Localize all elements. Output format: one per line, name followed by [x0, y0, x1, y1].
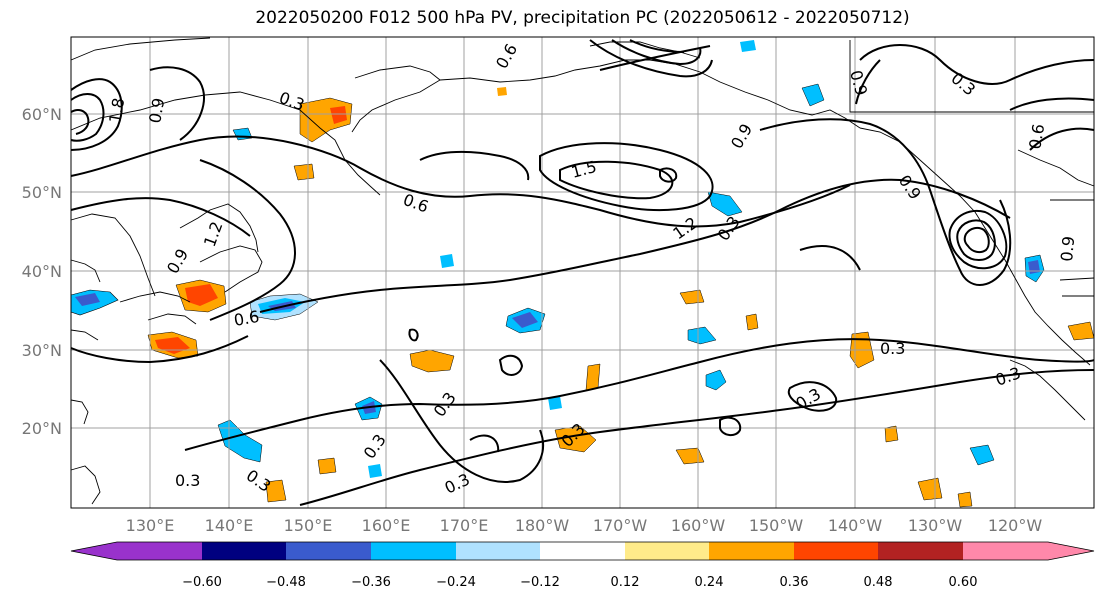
graticule	[71, 37, 1094, 508]
lon-label: 180°W	[515, 516, 570, 535]
colorbar-segment	[709, 542, 794, 560]
map-frame	[70, 36, 1095, 509]
colorbar-outline	[70, 541, 1095, 561]
colorbar-segment	[794, 542, 878, 560]
lon-label: 130°E	[126, 516, 175, 535]
lon-label: 120°W	[988, 516, 1043, 535]
lon-label: 170°E	[440, 516, 489, 535]
colorbar-segments	[71, 542, 1094, 560]
contour-label: 0.9	[1057, 235, 1078, 262]
colorbar-tick-label: 0.60	[949, 575, 978, 590]
lat-label-60n: 60°N	[22, 105, 62, 124]
map-title: 2022050200 F012 500 hPa PV, precipitatio…	[255, 8, 910, 28]
colorbar-tick-label: −0.60	[182, 575, 222, 590]
lat-label-20n: 20°N	[22, 419, 62, 438]
colorbar-tick-label: −0.36	[351, 575, 391, 590]
lat-label-40n: 40°N	[22, 262, 62, 281]
colorbar-segment	[371, 542, 456, 560]
latitude-labels: 60°N 50°N 40°N 30°N 20°N	[22, 105, 62, 438]
pv-contours	[70, 39, 1095, 506]
colorbar-segment	[540, 542, 625, 560]
colorbar-segment	[625, 542, 709, 560]
colorbar-segment	[456, 542, 540, 560]
contour-label: 1.8	[105, 96, 128, 124]
coastlines	[70, 37, 1095, 505]
colorbar-tick-label: −0.48	[266, 575, 306, 590]
lon-label: 150°E	[284, 516, 333, 535]
colorbar-tick-label: 0.12	[611, 575, 640, 590]
colorbar-tick-label: −0.24	[436, 575, 476, 590]
contour-label: 0.6	[1025, 122, 1048, 150]
contour-label: 0.3	[880, 339, 905, 358]
colorbar-tick-label: 0.36	[780, 575, 809, 590]
colorbar-segment	[286, 542, 371, 560]
lon-label: 140°W	[828, 516, 883, 535]
colorbar-segment	[963, 542, 1094, 560]
colorbar-ticks: −0.60 −0.48 −0.36 −0.24 −0.12 0.12 0.24 …	[182, 575, 977, 590]
contour-label: 0.9	[145, 96, 168, 124]
colorbar-tick-label: −0.12	[520, 575, 560, 590]
contour-label: 0.6	[232, 307, 260, 330]
colorbar: −0.60 −0.48 −0.36 −0.24 −0.12 0.12 0.24 …	[70, 541, 1095, 590]
lon-label: 170°W	[593, 516, 648, 535]
colorbar-tick-label: 0.24	[695, 575, 724, 590]
colorbar-tick-label: 0.48	[864, 575, 893, 590]
lon-label: 160°W	[671, 516, 726, 535]
lon-label: 160°E	[362, 516, 411, 535]
lon-label: 140°E	[205, 516, 254, 535]
colorbar-segment	[878, 542, 963, 560]
lon-label: 130°W	[908, 516, 963, 535]
lon-label: 150°W	[749, 516, 804, 535]
lat-label-30n: 30°N	[22, 341, 62, 360]
contour-label: 0.3	[175, 471, 200, 490]
colorbar-segment	[71, 542, 202, 560]
colorbar-segment	[202, 542, 286, 560]
lat-label-50n: 50°N	[22, 183, 62, 202]
longitude-labels: 130°E 140°E 150°E 160°E 170°E 180°W 170°…	[126, 516, 1043, 535]
